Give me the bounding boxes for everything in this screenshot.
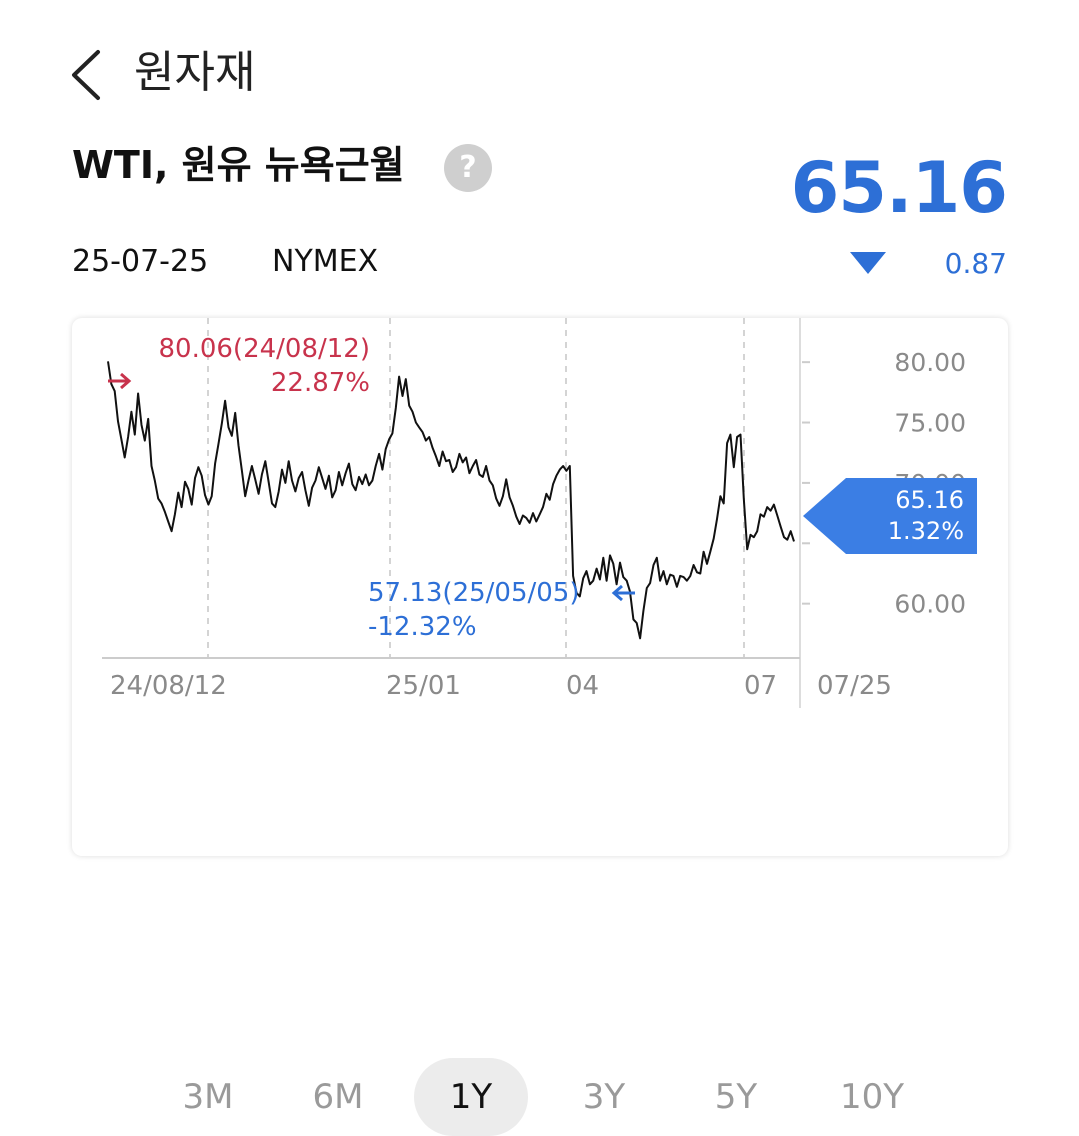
period-selector: 3M 6M 1Y 3Y 5Y 10Y <box>72 1058 1008 1136</box>
period-5y[interactable]: 5Y <box>714 1077 758 1117</box>
period-3y[interactable]: 3Y <box>582 1077 626 1117</box>
x-tick-label: 07/25 <box>817 671 892 701</box>
asset-name: WTI, 원유 뉴욕근월 <box>72 143 405 187</box>
period-10y[interactable]: 10Y <box>839 1077 905 1117</box>
x-tick-label: 24/08/12 <box>110 671 227 701</box>
quote-date: 25-07-25 <box>72 244 209 279</box>
arrow-left-icon <box>611 584 635 602</box>
current-pct-label: 1.32% <box>888 517 964 545</box>
period-6m[interactable]: 6M <box>312 1077 364 1117</box>
low-marker-label: 57.13(25/05/05) <box>368 578 580 608</box>
down-arrow-icon <box>850 252 886 274</box>
price-change: 0.87 <box>944 247 1007 280</box>
price-series-line <box>107 361 795 640</box>
current-price: 65.16 <box>790 147 1008 229</box>
y-tick-label: 75.00 <box>894 409 966 438</box>
current-value-badge <box>803 478 977 554</box>
y-tick-label: 60.00 <box>894 590 966 619</box>
help-icon[interactable]: ? <box>444 144 492 192</box>
chevron-left-icon <box>72 50 100 100</box>
period-1y[interactable]: 1Y <box>414 1058 528 1136</box>
high-marker-label: 80.06(24/08/12) <box>159 334 371 364</box>
x-tick-label: 07 <box>744 671 777 701</box>
x-tick-label: 04 <box>566 671 599 701</box>
x-tick-label: 25/01 <box>386 671 461 701</box>
high-marker-pct: 22.87% <box>271 368 370 398</box>
back-button[interactable] <box>62 46 112 102</box>
y-tick-label: 80.00 <box>894 348 966 377</box>
arrow-right-icon <box>108 372 132 390</box>
low-marker-pct: -12.32% <box>368 612 477 642</box>
page-title: 원자재 <box>134 47 256 98</box>
current-value-label: 65.16 <box>895 486 964 514</box>
exchange-name: NYMEX <box>272 244 379 279</box>
period-3m[interactable]: 3M <box>182 1077 234 1117</box>
